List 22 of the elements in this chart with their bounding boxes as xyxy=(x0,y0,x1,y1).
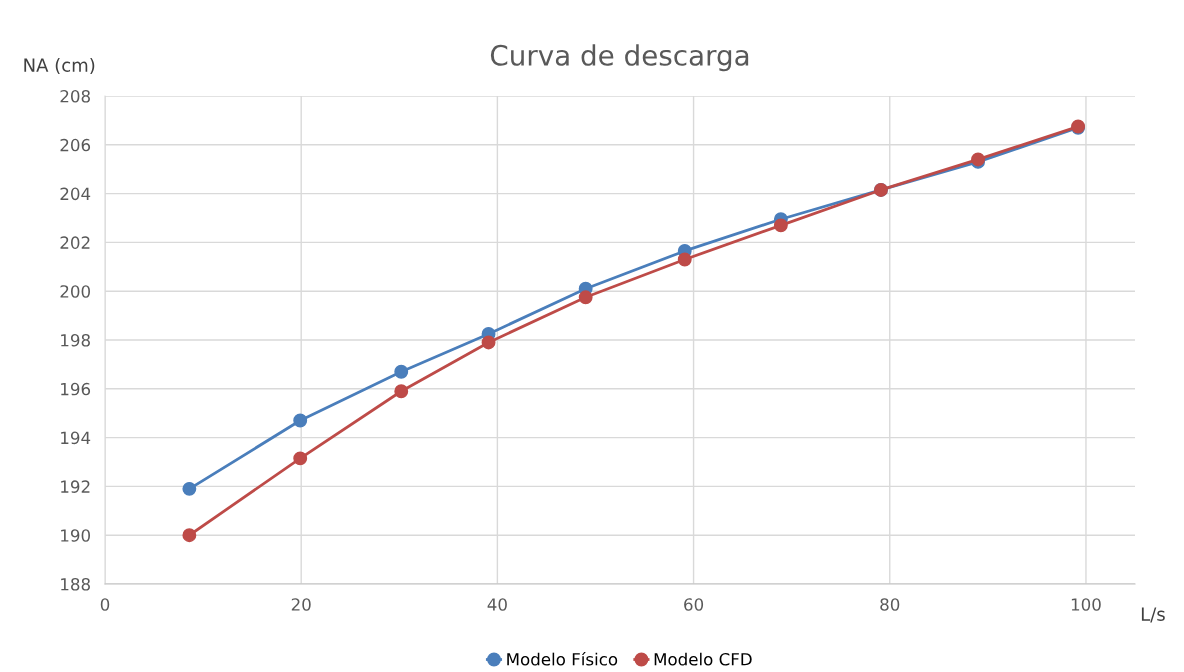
x-axis-title: L/s xyxy=(1141,607,1165,623)
x-tick-label: 0 xyxy=(100,598,110,611)
y-tick-label: 190 xyxy=(61,529,90,542)
y-tick-label: 198 xyxy=(61,333,90,347)
x-tick-label: 100 xyxy=(1071,598,1101,611)
y-tick-label: 202 xyxy=(60,236,90,249)
y-tick-label: 194 xyxy=(61,431,91,445)
chart-title: Curva de descarga xyxy=(490,44,749,72)
y-tick-label: 204 xyxy=(60,187,91,201)
y-tick-label: 208 xyxy=(60,89,90,103)
y-tick-label: 188 xyxy=(61,577,90,591)
legend-label: Modelo CFD xyxy=(654,652,752,666)
y-tick-label: 206 xyxy=(60,138,91,152)
x-tick-label: 40 xyxy=(487,598,507,611)
x-tick-label: 60 xyxy=(684,598,704,611)
y-axis-title: NA (cm) xyxy=(24,58,95,75)
y-tick-label: 200 xyxy=(60,285,90,298)
y-tick-label: 196 xyxy=(61,382,91,396)
y-tick-label: 192 xyxy=(61,480,90,493)
legend-label: Modelo Físico xyxy=(507,652,618,666)
x-tick-label: 80 xyxy=(880,598,900,611)
x-tick-label: 20 xyxy=(291,598,311,611)
